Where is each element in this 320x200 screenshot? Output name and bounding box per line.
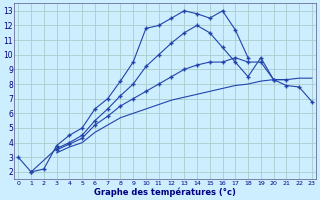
X-axis label: Graphe des températures (°c): Graphe des températures (°c) xyxy=(94,187,236,197)
